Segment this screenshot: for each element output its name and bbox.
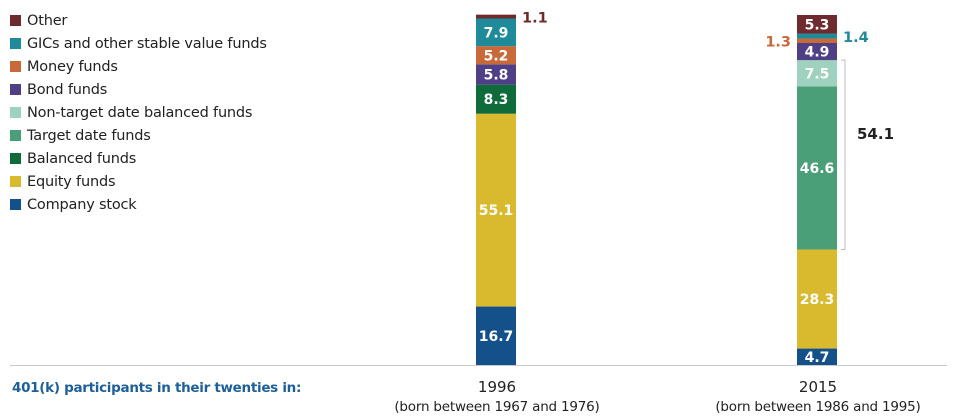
bar-segment-company-1996	[476, 306, 516, 365]
bar-segment-gics-2015	[797, 33, 837, 39]
data-label-balanced-1996: 8.3	[484, 92, 509, 108]
category-label-1996: 1996 (born between 1967 and 1976)	[337, 378, 657, 415]
bar-segment-other-1996	[476, 14, 516, 19]
legend-swatch	[10, 153, 21, 164]
bar-segment-other-2015	[797, 15, 837, 34]
bar-segment-equity-1996	[476, 113, 516, 307]
legend-item-nontarget: Non-target date balanced funds	[10, 101, 267, 124]
legend-item-other: Other	[10, 9, 267, 32]
bracket	[841, 59, 846, 250]
category-year: 2015	[798, 378, 838, 396]
legend-swatch	[10, 38, 21, 49]
data-label-gics-2015: 1.4	[843, 30, 869, 46]
bar-segment-equity-2015	[797, 249, 837, 349]
data-label-target-2015: 46.6	[800, 161, 835, 177]
legend-item-balanced: Balanced funds	[10, 147, 267, 170]
row-label: 401(k) participants in their twenties in…	[12, 380, 302, 396]
legend-swatch	[10, 84, 21, 95]
data-label-bond-1996: 5.8	[484, 68, 509, 84]
legend-item-equity: Equity funds	[10, 170, 267, 193]
legend-swatch	[10, 176, 21, 187]
legend-swatch	[10, 199, 21, 210]
legend-label: GICs and other stable value funds	[27, 35, 267, 52]
legend-label: Non-target date balanced funds	[27, 104, 253, 121]
data-label-other-1996: 1.1	[522, 11, 548, 27]
legend-label: Money funds	[27, 58, 118, 75]
category-subtitle: (born between 1986 and 1995)	[715, 399, 921, 415]
data-label-equity-1996: 55.1	[479, 203, 514, 219]
legend-swatch	[10, 61, 21, 72]
bar-segment-nontarget-2015	[797, 60, 837, 87]
legend-item-gics: GICs and other stable value funds	[10, 32, 267, 55]
data-label-money-1996: 5.2	[484, 48, 509, 64]
legend-item-company: Company stock	[10, 193, 267, 216]
legend-label: Other	[27, 12, 68, 29]
category-subtitle: (born between 1967 and 1976)	[394, 399, 600, 415]
legend-swatch	[10, 107, 21, 118]
data-label-company-1996: 16.7	[479, 329, 514, 345]
bar-segment-gics-1996	[476, 18, 516, 47]
data-label-other-2015: 5.3	[805, 17, 830, 33]
legend: Other GICs and other stable value funds Mo…	[10, 9, 267, 216]
legend-item-target: Target date funds	[10, 124, 267, 147]
legend-item-money: Money funds	[10, 55, 267, 78]
bar-segment-company-2015	[797, 348, 837, 365]
data-label-gics-1996: 7.9	[484, 25, 509, 41]
bar-segment-balanced-1996	[476, 84, 516, 114]
legend-swatch	[10, 130, 21, 141]
bracket-label: 54.1	[857, 125, 894, 143]
legend-label: Bond funds	[27, 81, 108, 98]
bar-segment-target-2015	[797, 86, 837, 250]
bar-segment-money-1996	[476, 46, 516, 65]
legend-item-bond: Bond funds	[10, 78, 267, 101]
data-label-nontarget-2015: 7.5	[805, 66, 830, 82]
bar-segment-money-2015	[797, 38, 837, 43]
data-label-bond-2015: 4.9	[805, 45, 830, 61]
legend-label: Company stock	[27, 196, 137, 213]
legend-label: Equity funds	[27, 173, 116, 190]
data-label-money-2015: 1.3	[765, 35, 791, 51]
legend-label: Target date funds	[27, 127, 151, 144]
data-label-company-2015: 4.7	[805, 350, 830, 366]
bar-segment-bond-1996	[476, 64, 516, 85]
data-label-equity-2015: 28.3	[800, 292, 835, 308]
category-label-2015: 2015 (born between 1986 and 1995)	[658, 378, 957, 415]
legend-swatch	[10, 15, 21, 26]
bar-segment-bond-2015	[797, 43, 837, 61]
category-year: 1996	[477, 378, 517, 396]
legend-label: Balanced funds	[27, 150, 137, 167]
